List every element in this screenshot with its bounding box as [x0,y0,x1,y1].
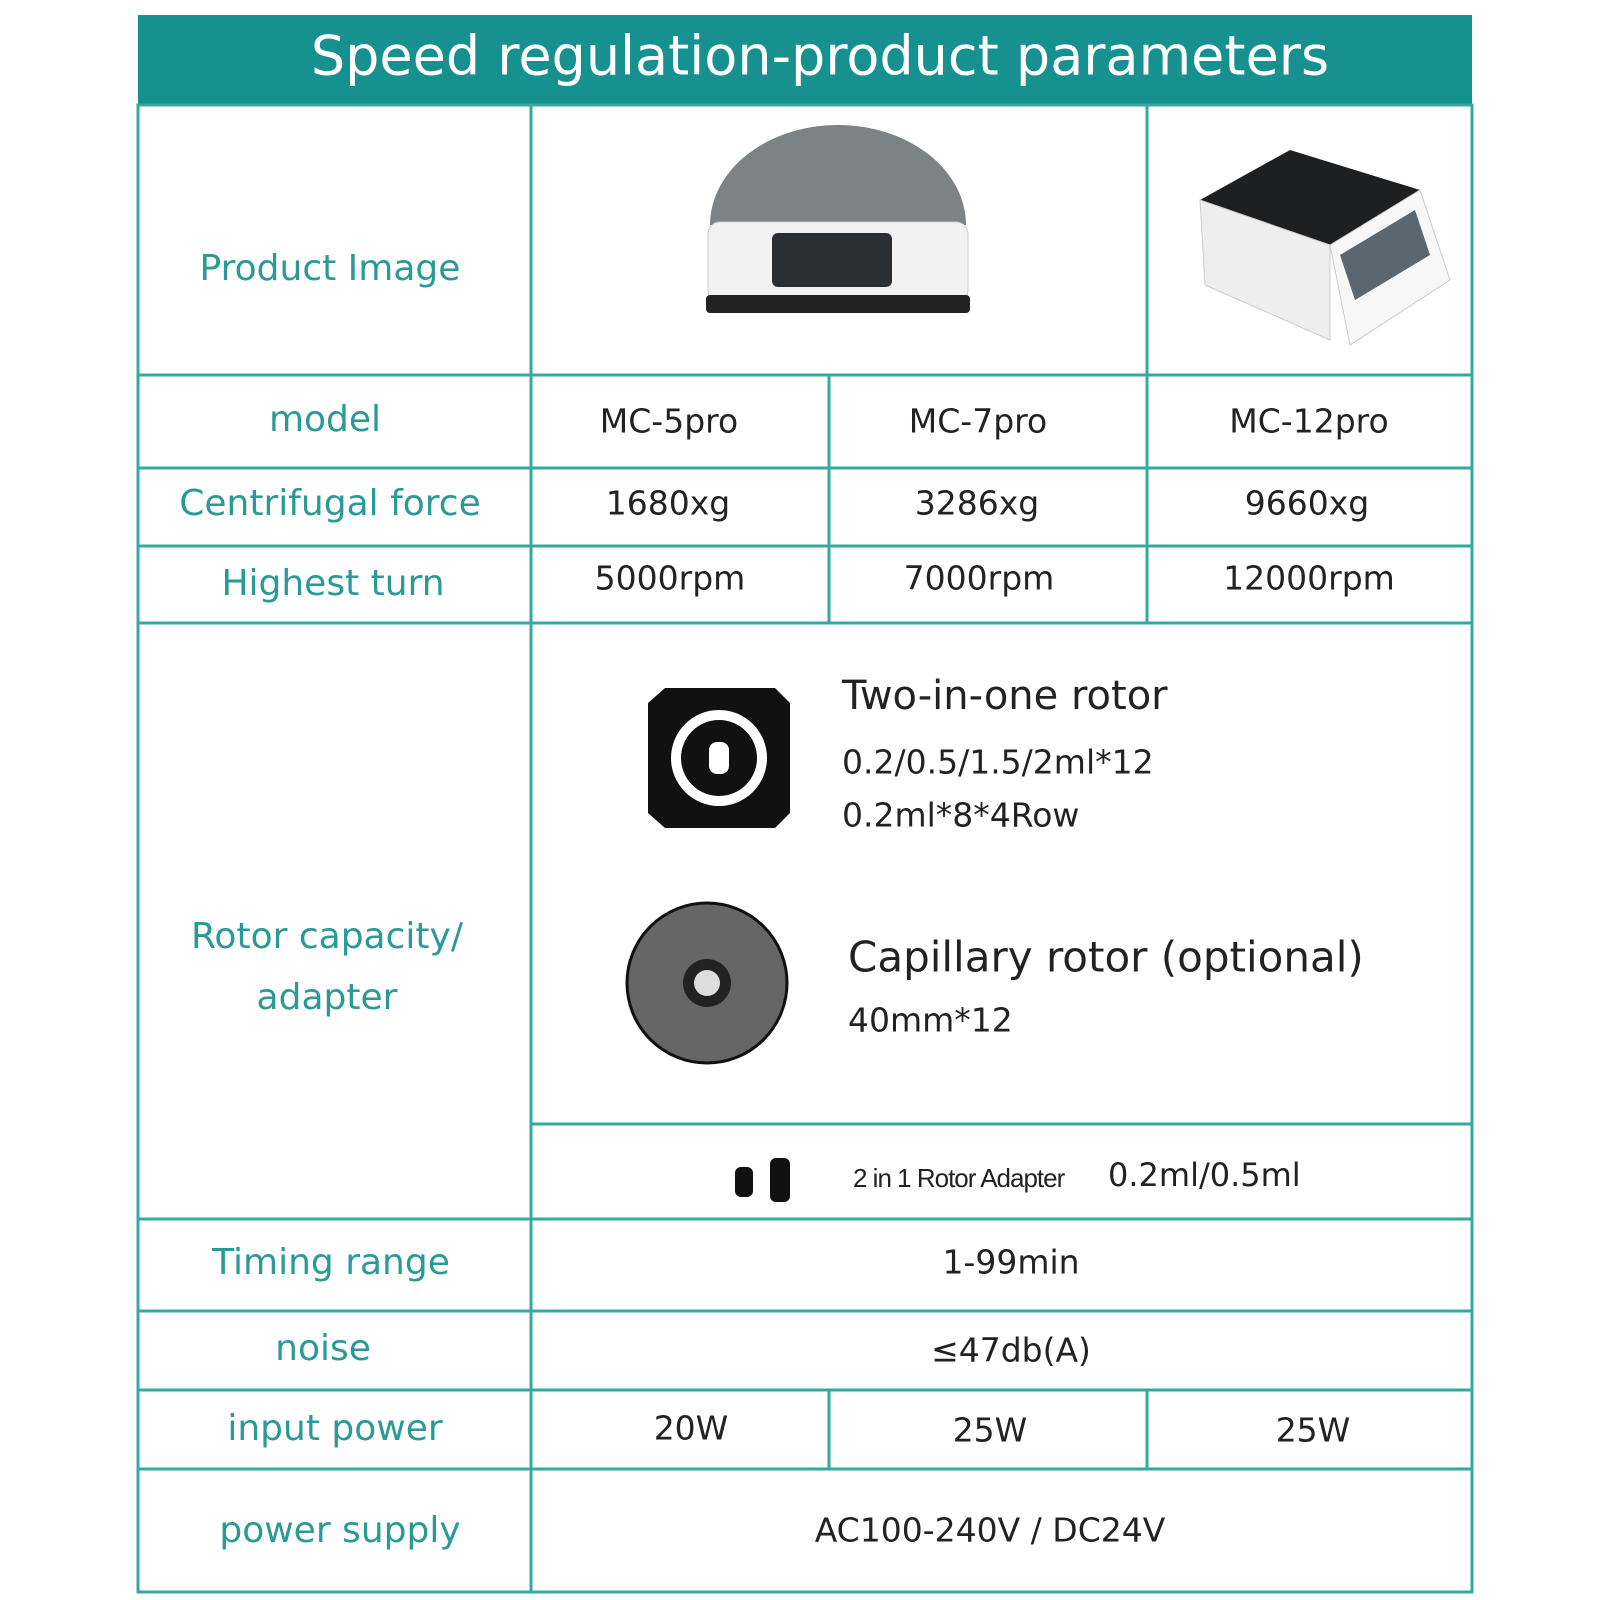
cell: MC-5pro [600,402,738,441]
adapter-image [735,1158,790,1202]
row-label: noise [275,1328,371,1369]
rotor-name: Two-in-one rotor [841,673,1168,719]
cell: ≤47db(A) [931,1331,1091,1370]
rotor-spec: 0.2/0.5/1.5/2ml*12 [842,743,1154,782]
cell: 7000rpm [904,559,1055,598]
cell: 25W [953,1411,1028,1450]
cell: 9660xg [1245,484,1369,523]
rotor-name: Capillary rotor (optional) [848,933,1364,982]
cell: AC100-240V / DC24V [815,1511,1166,1550]
row-label: Centrifugal force [179,483,481,524]
product-image-mc5 [706,125,970,313]
table-grid [136,103,1474,1594]
adapter-name: 2 in 1 Rotor Adapter [853,1163,1066,1193]
rotor-image [648,688,790,828]
cell: 1680xg [606,484,730,523]
cell: 20W [654,1409,729,1448]
product-image-mc12 [1199,150,1451,346]
row-label: input power [227,1408,443,1449]
cell: 25W [1276,1411,1351,1450]
cell: 12000rpm [1223,559,1395,598]
header-bar [138,15,1472,105]
row-label: Timing range [211,1242,450,1283]
row-label: power supply [219,1510,460,1551]
cell: MC-7pro [909,402,1047,441]
row-label: Rotor capacity/ [191,916,464,957]
cell: MC-12pro [1229,402,1388,441]
adapter-spec: 0.2ml/0.5ml [1108,1156,1301,1194]
row-label: Highest turn [221,563,444,604]
rotor-spec: 40mm*12 [848,1001,1013,1040]
cell: 1-99min [942,1243,1079,1282]
row-label: Product Image [200,248,461,289]
cell: 5000rpm [595,559,746,598]
cell: 3286xg [915,484,1039,523]
row-label: adapter [257,977,398,1018]
capillary-rotor-image [625,901,789,1065]
row-label: model [269,399,381,440]
rotor-spec: 0.2ml*8*4Row [842,796,1079,835]
title: Speed regulation-product parameters [311,25,1329,88]
